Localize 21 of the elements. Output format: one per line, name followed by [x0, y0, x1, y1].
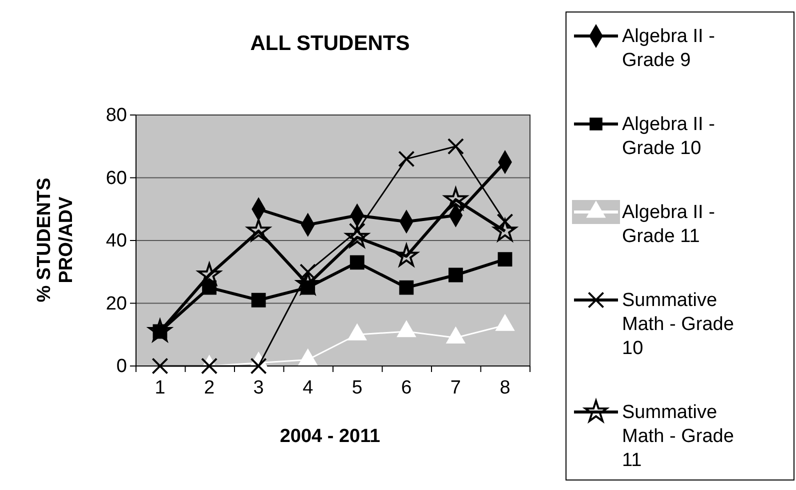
legend-label: Summative Math - Grade 10 — [622, 290, 734, 359]
x-tick-label: 6 — [401, 378, 412, 399]
y-tick-label: 40 — [106, 230, 127, 252]
x-tick-label: 1 — [154, 378, 166, 399]
x-axis-title: 2004 - 2011 — [280, 426, 381, 447]
y-axis-title: % STUDENTS PRO/ADV — [34, 178, 77, 302]
chart-title: ALL STUDENTS — [250, 32, 410, 55]
x-tick-label: 2 — [204, 378, 215, 399]
y-tick-label: 0 — [116, 356, 127, 378]
legend-label: Summative Math - Grade 11 — [622, 402, 734, 471]
y-tick-label: 80 — [106, 105, 127, 126]
legend-label: Algebra II - Grade 9 — [622, 26, 715, 71]
legend-label: Algebra II - Grade 11 — [622, 202, 715, 247]
legend-label: Algebra II - Grade 10 — [622, 114, 715, 159]
x-tick-label: 4 — [302, 378, 314, 399]
x-tick-label: 5 — [352, 378, 362, 399]
y-tick-label: 60 — [106, 168, 127, 189]
x-tick-label: 8 — [500, 378, 510, 399]
y-tick-label: 20 — [106, 293, 127, 314]
x-tick-label: 3 — [253, 378, 264, 399]
x-tick-label: 7 — [450, 378, 462, 399]
